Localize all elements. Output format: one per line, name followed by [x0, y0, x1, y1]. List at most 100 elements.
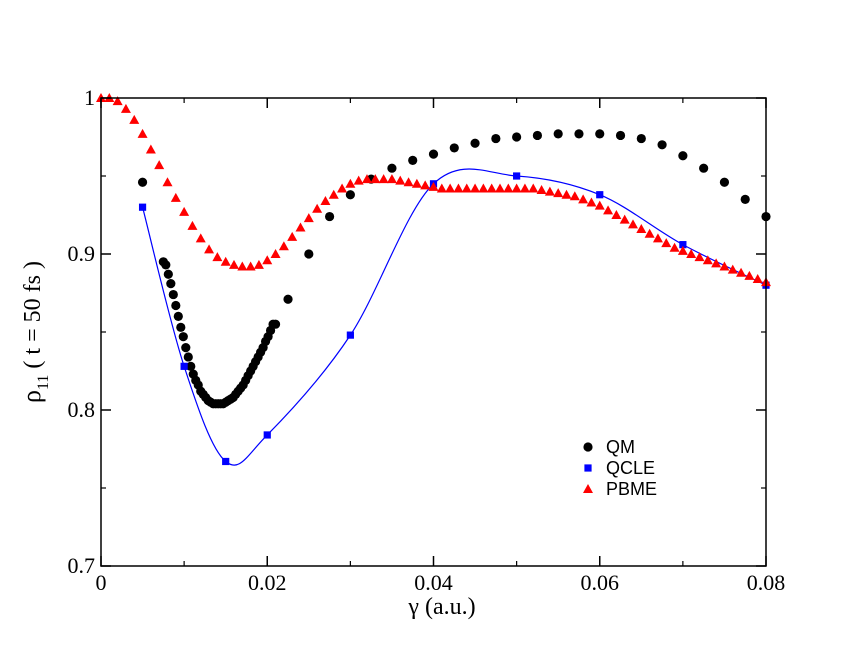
series-pbme-point	[677, 245, 688, 255]
series-qm-point	[553, 129, 563, 139]
series-qm-point	[173, 311, 183, 321]
series-pbme-point	[237, 261, 248, 271]
series-pbme-point	[420, 180, 431, 190]
series-pbme-point	[195, 233, 206, 243]
x-tick-label: 0.04	[414, 570, 453, 595]
x-tick-label: 0.02	[248, 570, 287, 595]
y-axis-label: ρ11 ( t = 50 fs )	[17, 261, 52, 403]
series-qcle-line	[141, 168, 767, 466]
series-pbme-point	[154, 160, 165, 170]
series-pbme-point	[744, 270, 755, 280]
series-qcle-point	[180, 362, 188, 370]
series-pbme-point	[328, 189, 339, 199]
plot-area-frame	[100, 97, 767, 567]
series-pbme-point	[694, 252, 705, 262]
series-pbme-point	[403, 177, 414, 187]
series-qm-point	[137, 177, 148, 187]
series-qm-point	[449, 143, 459, 153]
series-pbme-point	[337, 183, 348, 193]
series-qm-point	[574, 129, 584, 139]
series-pbme-point	[287, 231, 298, 241]
series-pbme-point	[586, 197, 597, 207]
series-pbme-point	[544, 186, 555, 196]
series-pbme-point	[312, 203, 323, 213]
series-pbme	[96, 93, 771, 287]
series-pbme-point	[553, 188, 564, 198]
legend-marker-qm	[583, 442, 593, 452]
series-pbme-point	[179, 206, 190, 216]
series-qm-point	[163, 269, 173, 279]
series-qcle-point	[596, 191, 604, 199]
series-pbme-point	[519, 183, 530, 193]
y-axis-label-rest: ( t = 50 fs )	[20, 261, 46, 375]
series-pbme-point	[644, 228, 655, 238]
series-pbme-point	[536, 185, 547, 195]
series-qm-point	[740, 194, 750, 204]
series-pbme-point	[752, 273, 763, 283]
series-pbme-point	[270, 249, 281, 258]
series-pbme-point	[702, 255, 713, 265]
series-pbme-point	[320, 195, 331, 205]
legend-label-pbme: PBME	[606, 479, 657, 499]
series-qm-point	[491, 133, 501, 144]
series-pbme-point	[428, 181, 439, 191]
series-pbme-point	[303, 213, 314, 223]
series-qm-point	[178, 332, 188, 342]
series-pbme-point	[212, 252, 223, 262]
series-qm-point	[428, 149, 439, 159]
series-qm-point	[595, 129, 605, 139]
series-pbme-point	[603, 205, 614, 215]
series-qm-point	[181, 343, 191, 353]
x-axis-label: γ (a.u.)	[407, 594, 475, 620]
series-pbme-point	[628, 219, 638, 229]
series-qm-point	[171, 300, 181, 311]
y-tick-label: 0.7	[68, 553, 96, 578]
series-pbme-point	[727, 264, 738, 274]
series-pbme-point	[120, 103, 131, 113]
series-pbme-point	[669, 242, 680, 252]
series-pbme-point	[370, 174, 381, 184]
series-qcle-point	[679, 241, 687, 249]
y-tick-label: 0.9	[68, 241, 96, 266]
legend-marker-qcle	[584, 464, 592, 472]
series-qcle-point	[513, 172, 521, 180]
series-qcle	[138, 168, 770, 466]
y-axis-label-subscript: 11	[35, 375, 52, 390]
series-qm	[137, 129, 771, 409]
series-qm-point	[176, 322, 186, 332]
series-pbme-point	[495, 183, 505, 193]
series-pbme-point	[112, 96, 123, 106]
series-pbme-point	[661, 238, 672, 248]
series-pbme-point	[528, 183, 539, 193]
series-qm-point	[532, 130, 543, 141]
axis-ticks: 0 0.02 0.04 0.06 0.08 0.7 0.8 0.9 1	[68, 85, 786, 595]
series-pbme-point	[145, 144, 156, 154]
series-pbme-point	[345, 178, 356, 188]
x-tick-label: 0	[96, 570, 107, 595]
series-pbme-point	[411, 178, 422, 188]
series-qm-point	[186, 361, 196, 371]
series-qm-point	[183, 352, 193, 362]
series-pbme-point	[362, 174, 372, 184]
series-pbme-point	[578, 194, 589, 204]
y-tick-label: 1	[84, 85, 95, 110]
series-pbme-point	[386, 174, 397, 184]
series-qm-point	[161, 260, 171, 270]
series-qm-point	[615, 130, 626, 141]
series-pbme-point	[220, 256, 231, 266]
series-qm-point	[636, 133, 646, 144]
series-pbme-point	[619, 214, 630, 224]
series-qm-point	[168, 289, 178, 300]
series-pbme-point	[129, 114, 140, 124]
series-pbme-point	[436, 183, 447, 193]
series-pbme-point	[295, 222, 306, 232]
series-pbme-point	[478, 183, 489, 193]
series-pbme-point	[162, 177, 173, 187]
series-pbme-point	[461, 183, 472, 193]
series-qm-point	[512, 132, 522, 142]
series-qm-point	[699, 163, 709, 173]
x-tick-label: 0.06	[581, 570, 620, 595]
series-pbme-point	[594, 200, 605, 210]
series-pbme-point	[445, 183, 456, 193]
